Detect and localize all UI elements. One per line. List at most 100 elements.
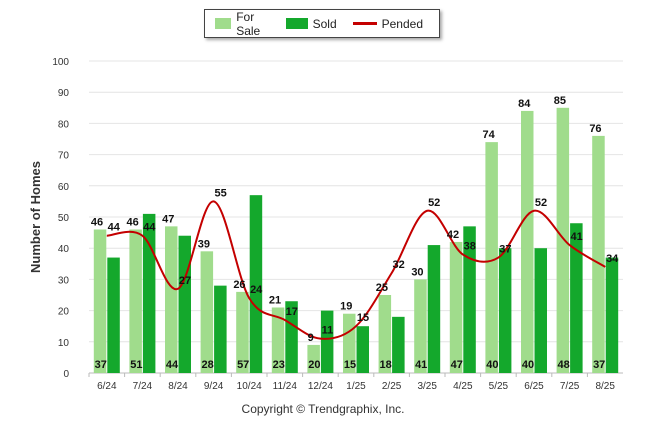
data-label-for-sale: 46 — [127, 216, 139, 228]
data-label-sold: 20 — [308, 359, 320, 371]
data-label-sold: 47 — [451, 359, 463, 371]
bar-for-sale — [414, 279, 427, 373]
pended-line-swatch-icon — [352, 18, 377, 29]
data-label-pended: 15 — [357, 312, 369, 324]
legend-item-pended[interactable]: Pended — [352, 16, 423, 31]
bars — [93, 107, 619, 374]
legend: For Sale Sold Pended — [204, 9, 440, 38]
data-label-pended: 17 — [286, 306, 298, 318]
data-label-for-sale: 74 — [483, 129, 496, 141]
bar-for-sale — [378, 295, 392, 373]
x-tick-label: 6/24 — [97, 381, 117, 392]
x-tick-label: 8/24 — [168, 381, 188, 392]
legend-item-for-sale[interactable]: For Sale — [215, 10, 270, 38]
y-tick-label: 0 — [63, 369, 69, 380]
y-tick-label: 10 — [58, 338, 70, 349]
data-label-pended: 38 — [464, 240, 476, 252]
x-tick-label: 8/25 — [595, 381, 615, 392]
data-label-pended: 41 — [570, 231, 582, 243]
y-tick-label: 80 — [58, 119, 70, 130]
pended-line — [106, 200, 606, 340]
bar-sold — [214, 285, 227, 373]
data-label-for-sale: 47 — [162, 213, 174, 225]
data-label-sold: 23 — [273, 359, 285, 371]
legend-label-pended: Pended — [381, 16, 423, 31]
pended-series-line — [106, 200, 606, 340]
y-axis-ticks: 0 10 20 30 40 50 60 70 80 90 100 — [52, 57, 69, 380]
data-label-for-sale: 76 — [589, 123, 601, 135]
bar-sold — [142, 213, 156, 373]
legend-label-sold: Sold — [312, 16, 337, 31]
bar-sold — [605, 257, 619, 373]
bar-sold — [498, 248, 512, 373]
data-label-pended: 24 — [250, 284, 263, 296]
data-label-pended: 52 — [428, 197, 440, 209]
y-tick-label: 60 — [58, 182, 70, 193]
y-tick-label: 70 — [58, 151, 70, 162]
data-label-for-sale: 19 — [340, 301, 352, 313]
data-label-for-sale: 42 — [447, 229, 459, 241]
bar-sold — [178, 235, 191, 373]
y-tick-label: 100 — [52, 57, 69, 68]
y-tick-label: 90 — [58, 88, 70, 99]
data-label-for-sale: 25 — [376, 282, 388, 294]
data-label-pended: 27 — [179, 275, 191, 287]
bar-sold — [285, 301, 298, 373]
x-tick-label: 4/25 — [453, 381, 473, 392]
bar-sold — [427, 245, 441, 373]
x-tick-label: 11/24 — [273, 381, 298, 392]
x-tick-label: 7/24 — [133, 381, 153, 392]
data-labels: 46 37 46 51 47 44 39 28 26 57 21 23 9 20 19 15 25 18 30 41 4… — [91, 95, 619, 371]
data-label-for-sale: 21 — [269, 294, 281, 306]
y-tick-label: 20 — [58, 307, 70, 318]
bar-sold — [107, 257, 120, 373]
data-label-pended: 37 — [499, 244, 511, 256]
bar-for-sale — [449, 241, 463, 373]
bar-for-sale — [556, 107, 570, 374]
data-label-sold: 37 — [593, 359, 605, 371]
legend-item-sold[interactable]: Sold — [285, 16, 337, 31]
sold-swatch-icon — [285, 18, 308, 29]
data-label-for-sale: 30 — [411, 266, 423, 278]
data-label-for-sale: 46 — [91, 216, 103, 228]
data-label-sold: 15 — [344, 359, 356, 371]
data-label-sold: 51 — [130, 359, 142, 371]
data-label-sold: 18 — [379, 359, 391, 371]
x-tick-label: 2/25 — [382, 381, 402, 392]
bar-for-sale — [592, 135, 605, 373]
data-label-for-sale: 84 — [518, 98, 531, 110]
data-label-sold: 37 — [95, 359, 107, 371]
bar-sold — [392, 316, 405, 373]
data-label-sold: 40 — [522, 359, 534, 371]
data-label-pended: 52 — [535, 197, 547, 209]
y-tick-label: 50 — [58, 213, 70, 224]
bar-for-sale — [165, 226, 178, 373]
x-tick-label: 1/25 — [346, 381, 366, 392]
y-tick-label: 30 — [58, 275, 70, 286]
y-axis-title: Number of Homes — [28, 161, 43, 273]
x-tick-label: 10/24 — [237, 381, 262, 392]
x-axis-ticks: 6/24 7/24 8/24 9/24 10/24 11/24 12/24 1/25 2/25 3… — [88, 373, 615, 392]
gridlines — [89, 60, 623, 374]
y-tick-label: 40 — [58, 244, 70, 255]
data-label-for-sale: 9 — [308, 332, 314, 344]
x-tick-label: 7/25 — [560, 381, 580, 392]
bar-for-sale — [485, 142, 498, 373]
data-label-pended: 55 — [214, 187, 226, 199]
bar-for-sale — [93, 229, 107, 373]
bar-for-sale — [271, 307, 285, 373]
data-label-for-sale: 26 — [233, 279, 245, 291]
data-label-pended: 11 — [322, 325, 334, 337]
bar-sold — [463, 226, 476, 373]
data-label-sold: 28 — [201, 359, 213, 371]
data-label-sold: 44 — [166, 359, 179, 371]
bar-for-sale — [200, 251, 214, 373]
data-label-for-sale: 85 — [554, 95, 566, 107]
x-tick-label: 6/25 — [524, 381, 544, 392]
data-label-sold: 41 — [415, 359, 427, 371]
bar-sold — [570, 223, 583, 373]
bar-for-sale — [236, 291, 249, 373]
bar-sold — [534, 248, 547, 373]
data-label-for-sale: 39 — [198, 238, 210, 250]
